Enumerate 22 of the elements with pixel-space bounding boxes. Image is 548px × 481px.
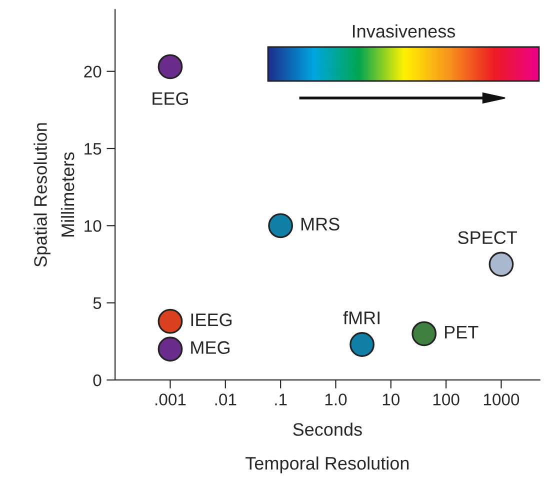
y-tick-label: 15 (84, 143, 102, 155)
y-tick-label: 0 (93, 374, 102, 386)
data-label: EEG (152, 92, 188, 105)
y-axis-title: Spatial Resolution Millimeters (34, 123, 74, 267)
data-label: MEG (191, 341, 230, 354)
x-tick-label: .001 (156, 394, 186, 406)
data-label: MRS (301, 218, 340, 231)
x-tick-label: .01 (215, 394, 236, 406)
data-label: PET (445, 326, 478, 338)
data-label: fMRI (343, 311, 380, 324)
x-tick-label: 10 (382, 394, 400, 406)
x-tick-label: 1000 (484, 394, 520, 406)
y-tick-label: 5 (93, 297, 102, 310)
x-tick-label: .1 (275, 394, 287, 406)
y-tick-label: 20 (84, 66, 102, 78)
x-axis-title: Seconds Temporal Resolution (246, 422, 409, 474)
data-label: IEEG (191, 313, 232, 326)
x-tick-label: 100 (433, 394, 460, 406)
y-tick-label: 10 (84, 220, 102, 232)
data-label: SPECT (458, 231, 518, 244)
annotation: Invasiveness (352, 24, 456, 38)
x-tick-label: 1.0 (325, 394, 347, 406)
